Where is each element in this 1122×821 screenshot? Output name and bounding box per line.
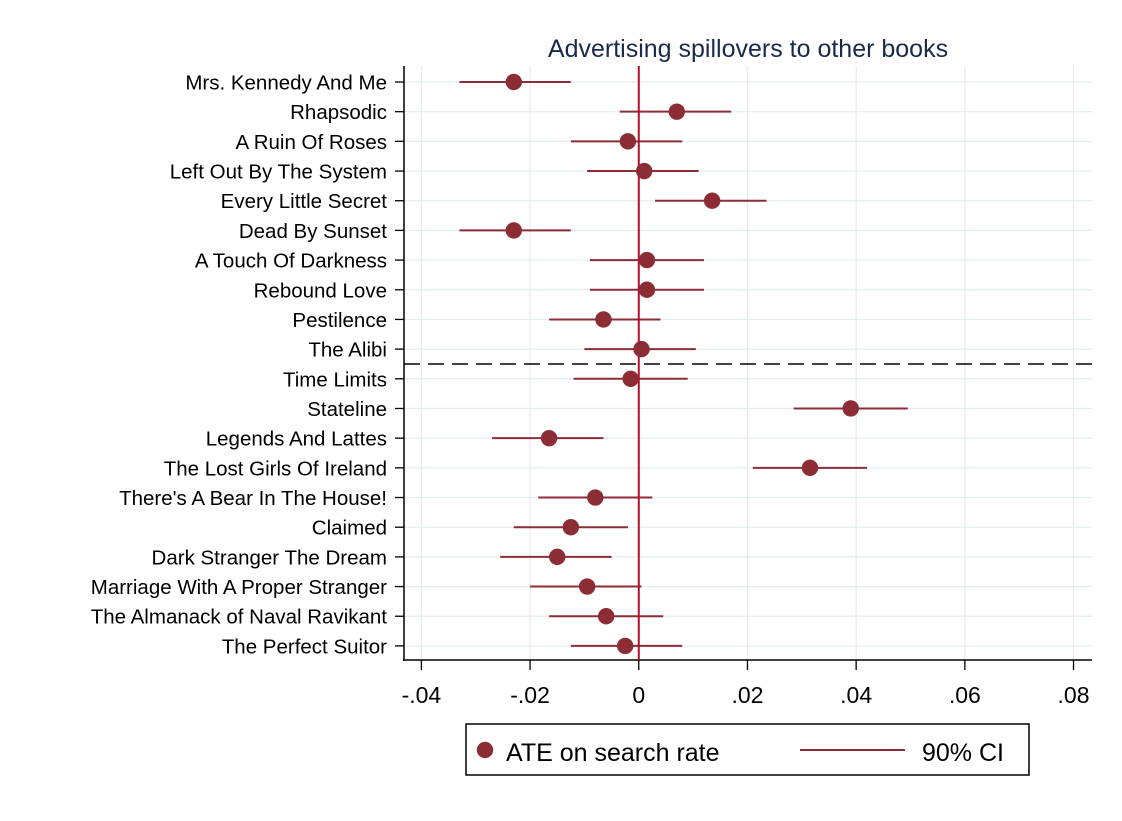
- data-point: [636, 162, 653, 180]
- data-point: [668, 103, 686, 120]
- category-label: Stateline: [307, 398, 387, 421]
- data-point: [587, 489, 604, 506]
- legend-label-ate: ATE on search rate: [506, 739, 720, 767]
- data-point: [616, 637, 634, 655]
- data-point: [578, 578, 596, 595]
- x-tick-label: .06: [949, 682, 981, 708]
- data-point: [595, 311, 612, 328]
- category-label: Mrs. Kennedy And Me: [185, 72, 387, 95]
- data-point: [540, 429, 558, 447]
- category-label: Pestilence: [292, 309, 387, 332]
- x-tick-label: .08: [1058, 682, 1090, 708]
- data-point: [633, 340, 650, 358]
- data-point: [505, 73, 522, 91]
- data-point: [842, 400, 859, 417]
- category-label: Rebound Love: [254, 279, 387, 302]
- data-point: [801, 459, 819, 477]
- x-tick-label: 0: [632, 682, 645, 708]
- category-label: Legends And Lattes: [206, 428, 387, 451]
- data-point: [703, 192, 721, 209]
- category-label: Claimed: [312, 517, 387, 540]
- category-label: Dead By Sunset: [239, 220, 387, 243]
- data-point: [638, 251, 656, 269]
- category-label: A Ruin Of Roses: [235, 131, 387, 154]
- category-label: The Perfect Suitor: [222, 635, 387, 658]
- legend-box: [465, 723, 1030, 776]
- x-tick-label: -.02: [510, 682, 550, 708]
- data-point: [619, 133, 637, 150]
- x-tick-label: -.04: [402, 682, 442, 708]
- data-point: [549, 548, 566, 566]
- x-tick-label: .04: [840, 682, 872, 708]
- category-label: The Lost Girls Of Ireland: [164, 457, 387, 480]
- legend-label-ci: 90% CI: [922, 739, 1004, 767]
- category-label: Left Out By The System: [170, 161, 387, 184]
- category-label: Rhapsodic: [290, 101, 387, 124]
- category-label: A Touch Of Darkness: [195, 250, 387, 273]
- category-label: There's A Bear In The House!: [119, 487, 387, 510]
- data-point: [597, 608, 615, 625]
- data-point: [505, 222, 522, 239]
- data-point: [562, 519, 580, 536]
- category-label: The Alibi: [308, 339, 387, 362]
- category-label: The Almanack of Naval Ravikant: [91, 606, 388, 629]
- category-label: Marriage With A Proper Stranger: [91, 576, 387, 599]
- category-label: Time Limits: [283, 368, 387, 391]
- chart-title: Advertising spillovers to other books: [548, 35, 948, 63]
- category-label: Every Little Secret: [221, 190, 388, 213]
- data-point: [622, 370, 639, 387]
- data-point: [638, 281, 656, 298]
- x-tick-label: .02: [731, 682, 763, 708]
- legend-marker: [476, 741, 494, 759]
- category-label: Dark Stranger The Dream: [152, 546, 387, 569]
